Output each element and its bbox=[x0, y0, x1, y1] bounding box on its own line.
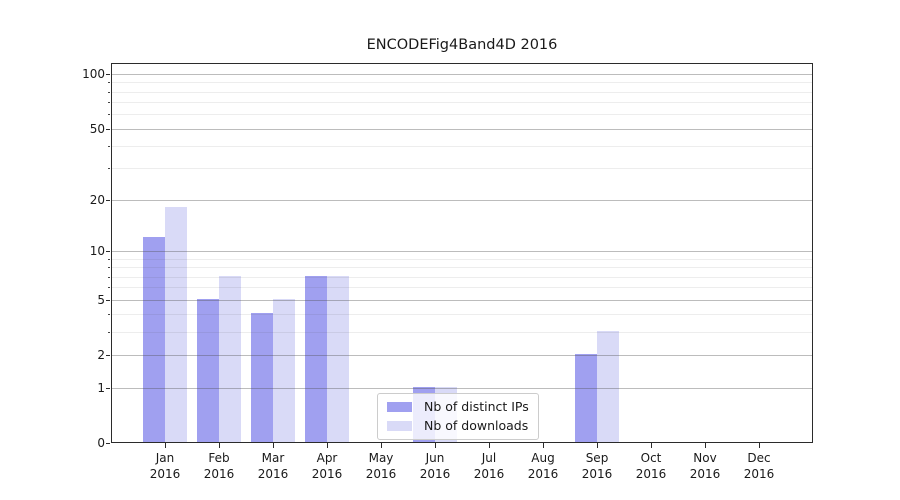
bar-downloads-jan bbox=[165, 206, 187, 442]
y-minor-tick-mark bbox=[108, 258, 110, 260]
y-tick-label: 2 bbox=[97, 348, 105, 363]
bar-distinct-ips-sep bbox=[575, 354, 597, 442]
x-tick-mark bbox=[543, 443, 544, 448]
x-tick-mark bbox=[381, 443, 382, 448]
x-tick-label-aug: Aug 2016 bbox=[527, 451, 559, 481]
x-tick-label-sep: Sep 2016 bbox=[581, 451, 613, 481]
y-minor-tick-mark bbox=[108, 91, 110, 93]
legend-label: Nb of distinct IPs bbox=[424, 399, 529, 414]
x-tick-label-feb: Feb 2016 bbox=[203, 451, 235, 481]
minor-gridline bbox=[112, 314, 812, 316]
y-minor-tick-mark bbox=[108, 146, 110, 148]
y-tick-mark bbox=[106, 251, 110, 253]
major-gridline bbox=[112, 387, 812, 389]
y-tick-mark bbox=[106, 443, 110, 444]
y-tick-label: 50 bbox=[89, 121, 105, 136]
bar-downloads-apr bbox=[327, 275, 349, 442]
y-minor-tick-mark bbox=[108, 287, 110, 289]
bar-distinct-ips-apr bbox=[305, 275, 327, 442]
minor-gridline bbox=[112, 287, 812, 289]
y-minor-tick-mark bbox=[108, 314, 110, 316]
legend-label: Nb of downloads bbox=[424, 418, 529, 433]
major-gridline bbox=[112, 74, 812, 76]
x-tick-label-jun: Jun 2016 bbox=[419, 451, 451, 481]
x-tick-label-oct: Oct 2016 bbox=[635, 451, 667, 481]
x-tick-label-apr: Apr 2016 bbox=[311, 451, 343, 481]
minor-gridline bbox=[112, 102, 812, 104]
x-tick-label-may: May 2016 bbox=[365, 451, 397, 481]
minor-gridline bbox=[112, 146, 812, 148]
y-minor-tick-mark bbox=[108, 168, 110, 170]
major-gridline bbox=[112, 251, 812, 253]
x-tick-label-dec: Dec 2016 bbox=[743, 451, 775, 481]
minor-gridline bbox=[112, 267, 812, 269]
x-tick-mark bbox=[705, 443, 706, 448]
legend-row: Nb of distinct IPs bbox=[387, 400, 529, 414]
x-tick-label-mar: Mar 2016 bbox=[257, 451, 289, 481]
bar-distinct-ips-feb bbox=[197, 298, 219, 442]
bar-downloads-sep bbox=[597, 331, 619, 442]
y-minor-tick-mark bbox=[108, 267, 110, 269]
x-tick-label-jul: Jul 2016 bbox=[473, 451, 505, 481]
legend-row: Nb of downloads bbox=[387, 419, 529, 433]
y-tick-mark bbox=[106, 74, 110, 76]
plot-area bbox=[111, 63, 813, 443]
minor-gridline bbox=[112, 168, 812, 170]
x-tick-mark bbox=[219, 443, 220, 448]
x-tick-label-nov: Nov 2016 bbox=[689, 451, 721, 481]
y-tick-label: 1 bbox=[97, 380, 105, 395]
y-tick-label: 10 bbox=[89, 244, 105, 259]
y-tick-label: 5 bbox=[97, 292, 105, 307]
minor-gridline bbox=[112, 276, 812, 278]
y-tick-label: 20 bbox=[89, 192, 105, 207]
chart-title: ENCODEFig4Band4D 2016 bbox=[366, 37, 558, 53]
y-tick-mark bbox=[106, 199, 110, 201]
bar-downloads-mar bbox=[273, 298, 295, 442]
x-tick-label-jan: Jan 2016 bbox=[149, 451, 181, 481]
legend: Nb of distinct IPs Nb of downloads bbox=[377, 393, 539, 440]
legend-swatch-icon bbox=[387, 421, 412, 431]
major-gridline bbox=[112, 299, 812, 301]
y-minor-tick-mark bbox=[108, 276, 110, 278]
x-tick-mark bbox=[327, 443, 328, 448]
bar-distinct-ips-jan bbox=[143, 236, 165, 442]
major-gridline bbox=[112, 355, 812, 357]
minor-gridline bbox=[112, 91, 812, 93]
bar-downloads-feb bbox=[219, 275, 241, 442]
x-tick-mark bbox=[759, 443, 760, 448]
y-tick-mark bbox=[106, 387, 110, 389]
y-tick-mark bbox=[106, 128, 110, 130]
major-gridline bbox=[112, 128, 812, 130]
x-tick-mark bbox=[273, 443, 274, 448]
legend-swatch-icon bbox=[387, 402, 412, 412]
x-tick-mark bbox=[165, 443, 166, 448]
minor-gridline bbox=[112, 82, 812, 84]
minor-gridline bbox=[112, 114, 812, 116]
y-tick-label: 100 bbox=[82, 67, 105, 82]
y-minor-tick-mark bbox=[108, 332, 110, 334]
y-minor-tick-mark bbox=[108, 102, 110, 104]
x-tick-mark bbox=[489, 443, 490, 448]
x-tick-mark bbox=[597, 443, 598, 448]
bar-distinct-ips-mar bbox=[251, 313, 273, 442]
minor-gridline bbox=[112, 332, 812, 334]
y-minor-tick-mark bbox=[108, 114, 110, 116]
y-tick-mark bbox=[106, 299, 110, 301]
x-tick-mark bbox=[435, 443, 436, 448]
minor-gridline bbox=[112, 258, 812, 260]
major-gridline bbox=[112, 199, 812, 201]
y-tick-mark bbox=[106, 355, 110, 357]
x-tick-mark bbox=[651, 443, 652, 448]
y-tick-label: 0 bbox=[97, 436, 105, 450]
y-minor-tick-mark bbox=[108, 82, 110, 84]
